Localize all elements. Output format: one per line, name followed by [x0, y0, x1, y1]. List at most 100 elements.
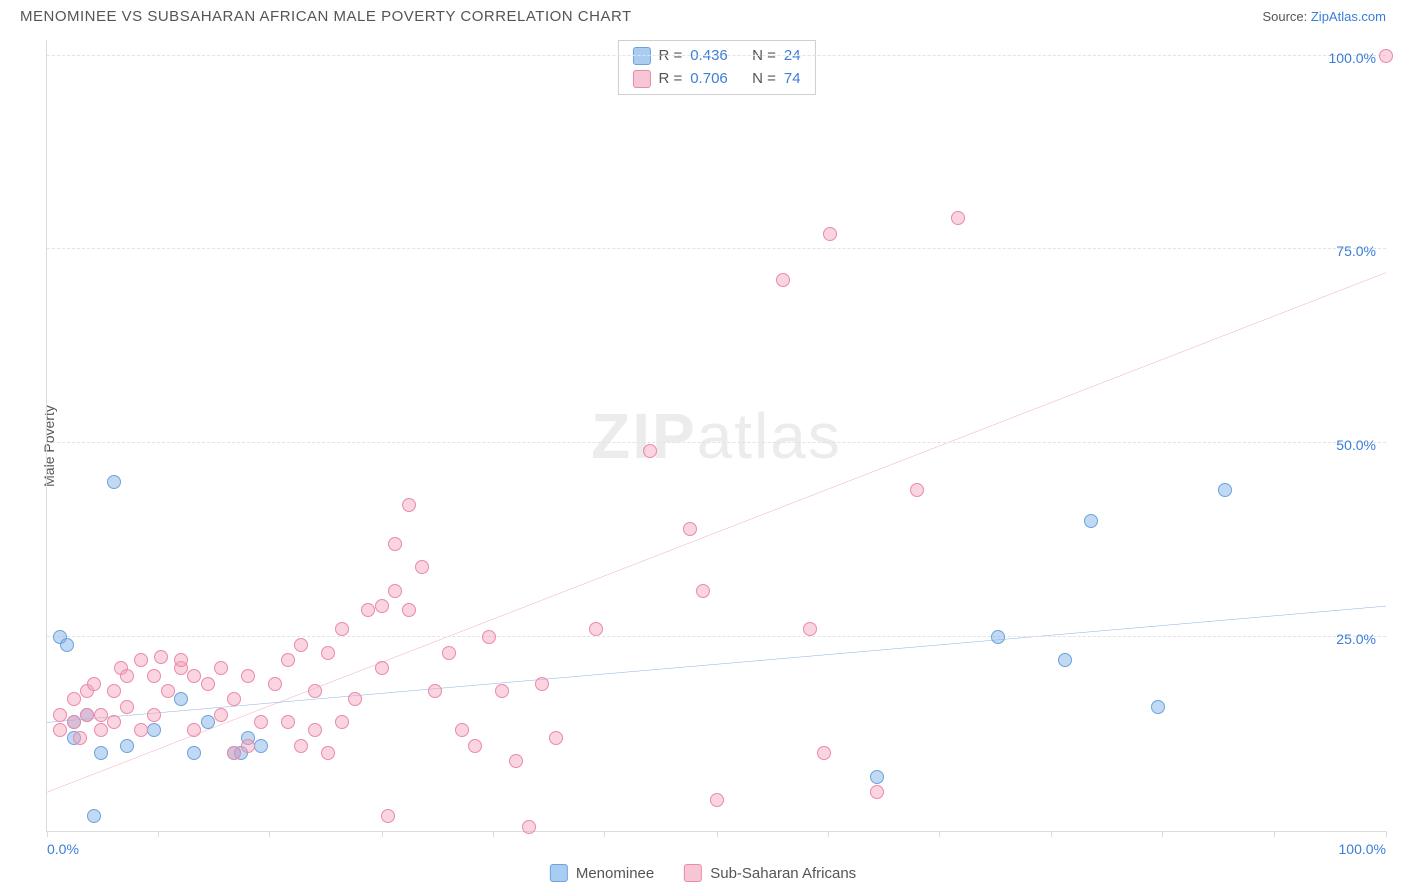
gridline	[47, 442, 1386, 443]
data-point	[870, 770, 884, 784]
data-point	[201, 715, 215, 729]
data-point	[107, 715, 121, 729]
data-point	[187, 746, 201, 760]
data-point	[214, 708, 228, 722]
data-point	[94, 723, 108, 737]
legend-label: Menominee	[576, 865, 654, 882]
data-point	[549, 731, 563, 745]
data-point	[402, 603, 416, 617]
series-legend: MenomineeSub-Saharan Africans	[550, 864, 856, 882]
data-point	[509, 754, 523, 768]
data-point	[254, 739, 268, 753]
data-point	[468, 739, 482, 753]
x-tick	[47, 831, 48, 837]
data-point	[402, 498, 416, 512]
data-point	[281, 715, 295, 729]
x-tick	[1274, 831, 1275, 837]
chart-title: MENOMINEE VS SUBSAHARAN AFRICAN MALE POV…	[20, 8, 632, 25]
trend-line	[47, 606, 1386, 722]
data-point	[381, 809, 395, 823]
y-tick-label: 50.0%	[1336, 437, 1376, 453]
data-point	[187, 669, 201, 683]
data-point	[161, 684, 175, 698]
data-point	[227, 746, 241, 760]
data-point	[60, 638, 74, 652]
data-point	[134, 723, 148, 737]
data-point	[67, 692, 81, 706]
data-point	[120, 700, 134, 714]
data-point	[241, 669, 255, 683]
header: MENOMINEE VS SUBSAHARAN AFRICAN MALE POV…	[0, 0, 1406, 33]
source-link[interactable]: ZipAtlas.com	[1311, 9, 1386, 24]
data-point	[696, 584, 710, 598]
data-point	[107, 684, 121, 698]
y-tick-label: 75.0%	[1336, 243, 1376, 259]
data-point	[442, 646, 456, 660]
x-tick	[1162, 831, 1163, 837]
data-point	[201, 677, 215, 691]
legend-swatch	[550, 864, 568, 882]
data-point	[281, 653, 295, 667]
data-point	[1218, 483, 1232, 497]
data-point	[53, 708, 67, 722]
data-point	[147, 708, 161, 722]
data-point	[227, 692, 241, 706]
data-point	[495, 684, 509, 698]
chart-area: ZIPatlas R = 0.436 N = 24R = 0.706 N = 7…	[46, 40, 1386, 832]
legend-row: R = 0.436 N = 24	[632, 45, 800, 68]
data-point	[335, 622, 349, 636]
y-tick-label: 25.0%	[1336, 631, 1376, 647]
data-point	[134, 653, 148, 667]
x-tick	[717, 831, 718, 837]
data-point	[321, 646, 335, 660]
data-point	[361, 603, 375, 617]
data-point	[147, 669, 161, 683]
watermark: ZIPatlas	[591, 399, 842, 473]
plot-region: ZIPatlas R = 0.436 N = 24R = 0.706 N = 7…	[46, 40, 1386, 832]
trend-line	[47, 273, 1386, 793]
data-point	[415, 560, 429, 574]
x-tick	[158, 831, 159, 837]
gridline	[47, 636, 1386, 637]
data-point	[214, 661, 228, 675]
data-point	[294, 739, 308, 753]
x-tick	[604, 831, 605, 837]
data-point	[951, 211, 965, 225]
trend-lines	[47, 40, 1386, 831]
data-point	[308, 723, 322, 737]
source-attribution: Source: ZipAtlas.com	[1262, 9, 1386, 24]
data-point	[482, 630, 496, 644]
data-point	[321, 746, 335, 760]
data-point	[1084, 514, 1098, 528]
data-point	[94, 708, 108, 722]
data-point	[120, 739, 134, 753]
data-point	[1151, 700, 1165, 714]
data-point	[1379, 49, 1393, 63]
data-point	[174, 653, 188, 667]
data-point	[187, 723, 201, 737]
legend-item: Menominee	[550, 864, 654, 882]
data-point	[241, 739, 255, 753]
x-tick-label: 0.0%	[47, 841, 79, 857]
x-tick-label: 100.0%	[1339, 841, 1386, 857]
x-tick	[939, 831, 940, 837]
data-point	[87, 809, 101, 823]
data-point	[254, 715, 268, 729]
x-tick	[1386, 831, 1387, 837]
data-point	[522, 820, 536, 834]
data-point	[991, 630, 1005, 644]
data-point	[107, 475, 121, 489]
data-point	[589, 622, 603, 636]
y-tick-label: 100.0%	[1329, 50, 1376, 66]
x-tick	[269, 831, 270, 837]
data-point	[87, 677, 101, 691]
data-point	[870, 785, 884, 799]
x-tick	[382, 831, 383, 837]
data-point	[73, 731, 87, 745]
data-point	[535, 677, 549, 691]
data-point	[120, 669, 134, 683]
data-point	[335, 715, 349, 729]
data-point	[375, 661, 389, 675]
x-tick	[493, 831, 494, 837]
gridline	[47, 55, 1386, 56]
